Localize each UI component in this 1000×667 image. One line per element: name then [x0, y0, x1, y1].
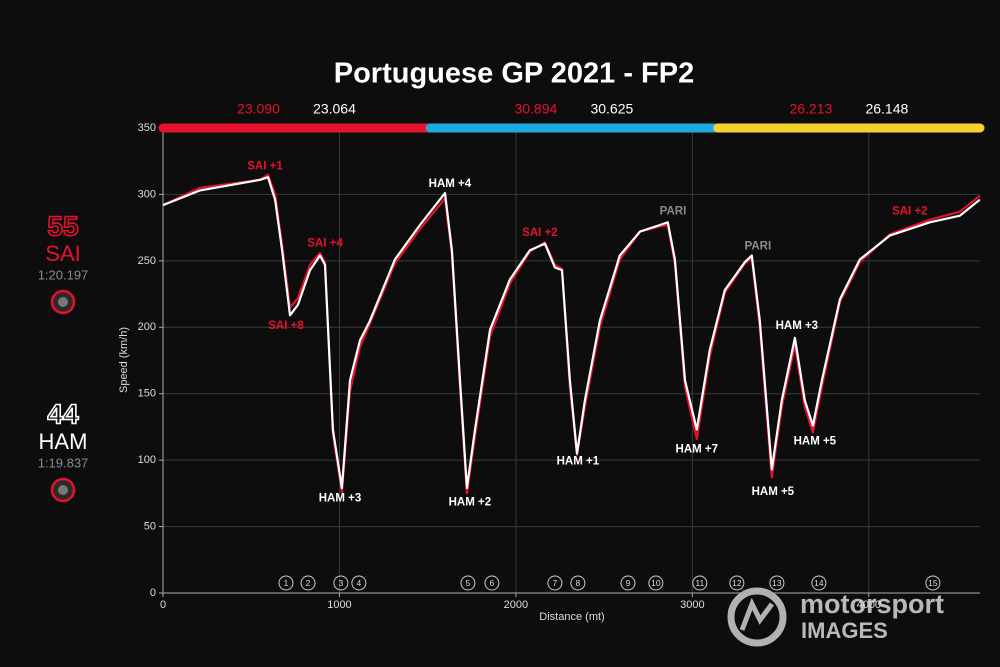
annotation: PARI — [745, 240, 772, 252]
driver-name: SAI — [45, 241, 80, 266]
sector-time: 26.213 — [789, 101, 832, 117]
y-tick-label: 250 — [138, 255, 156, 267]
annotation: HAM +5 — [794, 436, 837, 448]
x-tick-label: 2000 — [504, 599, 528, 611]
y-tick-label: 50 — [144, 520, 156, 532]
turn-marker — [729, 575, 745, 591]
turn-label: 13 — [772, 578, 782, 588]
tyre-rim — [58, 485, 68, 495]
turn-marker — [769, 575, 785, 591]
sector-time: 26.148 — [865, 101, 908, 117]
driver-lap: 1:19.837 — [38, 455, 89, 470]
turn-marker — [570, 575, 586, 591]
annotation: HAM +3 — [319, 493, 362, 505]
driver-number: 44 — [47, 398, 79, 429]
speed-trace — [162, 173, 981, 495]
y-tick-label: 350 — [138, 122, 156, 134]
x-tick-label: 1000 — [327, 599, 351, 611]
annotation: HAM +5 — [752, 486, 795, 498]
turn-label: 11 — [695, 578, 704, 588]
turn-marker — [648, 575, 664, 591]
watermark-logo — [727, 587, 787, 647]
watermark-sub: IMAGES — [801, 618, 888, 643]
turn-label: 14 — [814, 578, 824, 588]
turn-label: 1 — [284, 578, 289, 588]
driver-lap: 1:20.197 — [38, 267, 89, 282]
annotation: SAI +8 — [268, 320, 304, 332]
driver-number: 55 — [47, 210, 78, 241]
sector-time: 30.894 — [514, 101, 557, 117]
turn-label: 10 — [651, 578, 661, 588]
turn-label: 2 — [306, 578, 311, 588]
annotation: SAI +2 — [892, 206, 927, 218]
turn-label: 12 — [732, 578, 742, 588]
turn-label: 4 — [357, 578, 362, 588]
watermark: motorsport IMAGES — [727, 587, 944, 647]
annotation: SAI +2 — [522, 227, 557, 239]
y-tick-label: 100 — [138, 454, 156, 466]
annotation: HAM +7 — [676, 444, 719, 456]
watermark-logo-mark — [739, 597, 774, 631]
turn-marker — [811, 575, 827, 591]
turn-marker — [333, 575, 349, 591]
turn-label: 9 — [626, 578, 631, 588]
y-tick-label: 200 — [138, 321, 156, 333]
watermark-brand: motorsport — [800, 589, 944, 619]
annotation: PARI — [660, 206, 687, 218]
driver-name: HAM — [39, 429, 88, 454]
x-tick-label: 0 — [160, 599, 166, 611]
annotation: SAI +1 — [247, 161, 283, 173]
y-tick-label: 300 — [138, 188, 156, 200]
annotation: SAI +4 — [307, 238, 343, 250]
speed-trace — [162, 176, 981, 490]
annotation: HAM +2 — [449, 497, 492, 509]
annotation: HAM +4 — [429, 178, 472, 190]
chart-title: Portuguese GP 2021 - FP2 — [334, 58, 695, 90]
turn-marker — [300, 575, 316, 591]
annotation: HAM +3 — [776, 320, 819, 332]
turn-label: 3 — [339, 578, 344, 588]
x-tick-label: 4000 — [857, 599, 881, 611]
turn-marker — [484, 575, 500, 591]
sector-time: 30.625 — [590, 101, 633, 117]
y-axis-label: Speed (km/h) — [118, 327, 130, 393]
turn-label: 6 — [490, 578, 495, 588]
x-tick-label: 3000 — [680, 599, 704, 611]
turn-marker — [547, 575, 563, 591]
tyre-rim — [58, 297, 68, 307]
turn-label: 15 — [928, 578, 938, 588]
x-axis-label: Distance (mt) — [539, 611, 604, 623]
turn-marker — [278, 575, 294, 591]
y-tick-label: 150 — [138, 388, 156, 400]
turn-label: 5 — [466, 578, 471, 588]
turn-marker — [620, 575, 636, 591]
turn-marker — [925, 575, 941, 591]
turn-label: 8 — [575, 578, 580, 588]
sector-time: 23.064 — [313, 101, 356, 117]
turn-marker — [692, 575, 708, 591]
turn-label: 7 — [553, 578, 558, 588]
turn-marker — [460, 575, 476, 591]
y-tick-label: 0 — [150, 587, 156, 599]
sector-time: 23.090 — [237, 101, 280, 117]
annotation: HAM +1 — [557, 456, 600, 468]
turn-marker — [351, 575, 367, 591]
